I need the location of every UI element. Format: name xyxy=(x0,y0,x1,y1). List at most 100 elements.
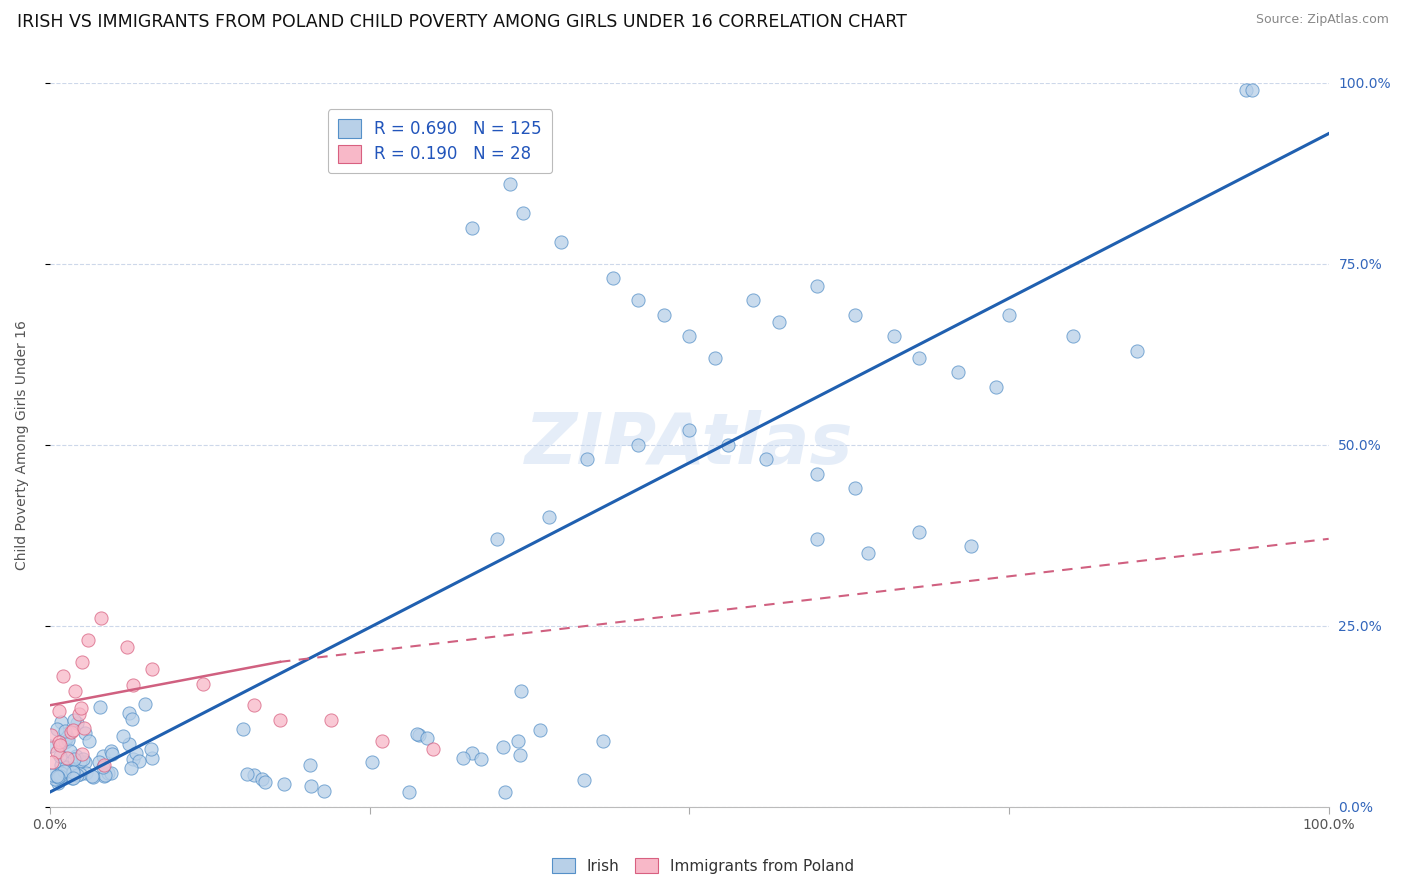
Point xyxy=(806,532,828,546)
Point xyxy=(72,721,94,735)
Point xyxy=(69,766,91,780)
Point xyxy=(49,771,72,785)
Point xyxy=(59,761,82,775)
Point xyxy=(62,771,84,785)
Point xyxy=(66,768,89,782)
Point xyxy=(51,765,73,780)
Point xyxy=(49,738,72,752)
Point xyxy=(46,769,69,783)
Point xyxy=(93,757,115,772)
Point xyxy=(90,611,112,625)
Point xyxy=(122,678,145,692)
Point xyxy=(506,734,529,748)
Point xyxy=(416,731,439,745)
Point xyxy=(49,757,72,772)
Point xyxy=(62,723,84,737)
Point xyxy=(41,768,63,782)
Point xyxy=(67,706,90,721)
Point xyxy=(41,755,63,769)
Point xyxy=(80,769,103,783)
Point xyxy=(51,766,73,780)
Point xyxy=(537,510,560,524)
Point xyxy=(56,764,79,779)
Point xyxy=(529,723,551,738)
Point xyxy=(49,714,72,729)
Point xyxy=(44,772,66,787)
Text: Source: ZipAtlas.com: Source: ZipAtlas.com xyxy=(1256,13,1389,27)
Point xyxy=(575,452,598,467)
Point xyxy=(361,755,384,769)
Point xyxy=(512,206,534,220)
Point xyxy=(97,766,120,780)
Point xyxy=(100,744,122,758)
Point xyxy=(56,730,79,744)
Point xyxy=(55,751,77,765)
Point xyxy=(959,539,981,553)
Point xyxy=(509,747,531,762)
Point xyxy=(717,438,740,452)
Point xyxy=(48,735,70,749)
Point xyxy=(768,315,790,329)
Point xyxy=(627,293,650,307)
Point xyxy=(62,763,84,777)
Point xyxy=(46,776,69,790)
Point xyxy=(314,783,336,797)
Legend: Irish, Immigrants from Poland: Irish, Immigrants from Poland xyxy=(546,852,860,880)
Point xyxy=(858,546,880,560)
Point xyxy=(592,734,614,748)
Point xyxy=(91,760,114,774)
Point xyxy=(499,178,522,192)
Point xyxy=(49,769,72,783)
Point xyxy=(998,308,1021,322)
Point xyxy=(486,532,509,546)
Point xyxy=(273,777,295,791)
Point xyxy=(101,747,124,762)
Point xyxy=(65,683,87,698)
Point xyxy=(678,423,700,437)
Point xyxy=(299,780,322,794)
Point xyxy=(73,725,96,739)
Point xyxy=(58,732,80,747)
Point xyxy=(703,351,725,365)
Point xyxy=(63,714,86,728)
Point xyxy=(1240,83,1263,97)
Point xyxy=(232,722,254,736)
Point xyxy=(572,772,595,787)
Point xyxy=(406,727,429,741)
Y-axis label: Child Poverty Among Girls Under 16: Child Poverty Among Girls Under 16 xyxy=(15,320,30,570)
Point xyxy=(53,724,76,739)
Point xyxy=(243,698,266,713)
Point xyxy=(986,380,1008,394)
Point xyxy=(908,524,931,539)
Point xyxy=(93,768,115,782)
Point xyxy=(141,742,163,756)
Point xyxy=(100,766,122,780)
Point xyxy=(602,271,624,285)
Point xyxy=(461,746,484,760)
Point xyxy=(652,308,675,322)
Point xyxy=(46,722,69,736)
Point xyxy=(121,712,143,726)
Legend: R = 0.690   N = 125, R = 0.190   N = 28: R = 0.690 N = 125, R = 0.190 N = 28 xyxy=(328,110,553,173)
Point xyxy=(461,220,484,235)
Point xyxy=(193,676,215,690)
Point xyxy=(1126,343,1149,358)
Point xyxy=(408,728,430,742)
Point xyxy=(63,752,86,766)
Point xyxy=(77,733,100,747)
Point xyxy=(59,744,82,758)
Point xyxy=(883,329,905,343)
Point xyxy=(89,699,111,714)
Point xyxy=(120,761,142,775)
Text: IRISH VS IMMIGRANTS FROM POLAND CHILD POVERTY AMONG GIRLS UNDER 16 CORRELATION C: IRISH VS IMMIGRANTS FROM POLAND CHILD PO… xyxy=(17,13,907,31)
Point xyxy=(72,752,94,766)
Point xyxy=(94,768,117,782)
Point xyxy=(69,754,91,768)
Point xyxy=(494,785,516,799)
Point xyxy=(77,633,100,648)
Point xyxy=(75,766,97,780)
Point xyxy=(806,278,828,293)
Point xyxy=(89,756,111,770)
Text: ZIPAtlas: ZIPAtlas xyxy=(524,410,853,479)
Point xyxy=(550,235,572,249)
